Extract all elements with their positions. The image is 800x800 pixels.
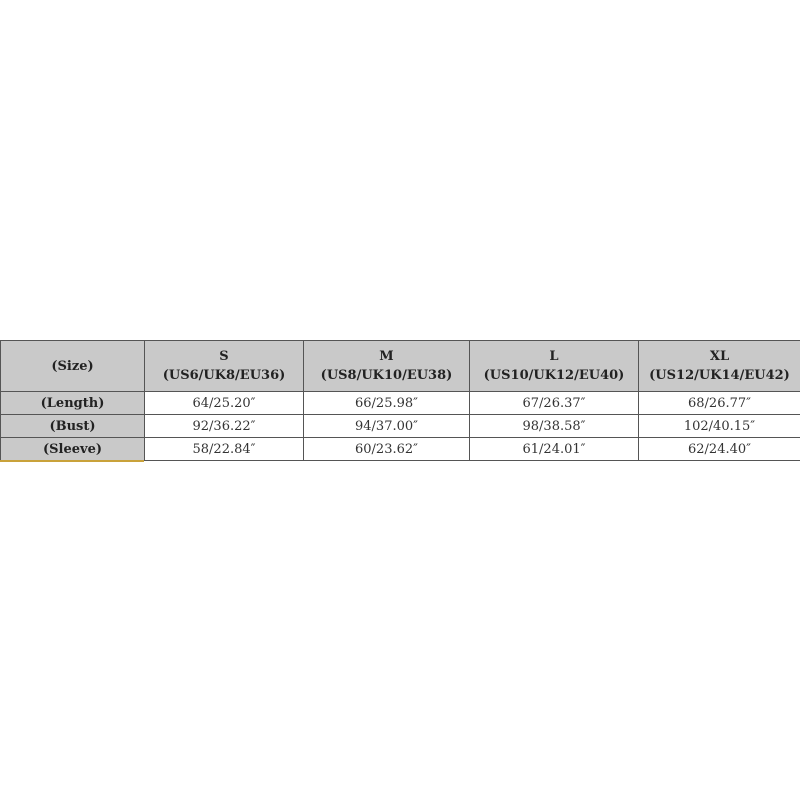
table-cell: 92/36.22″ (144, 414, 304, 438)
table-cell: 102/40.15″ (638, 414, 800, 438)
table-row-bust: (Bust) 92/36.22″ 94/37.00″ 98/38.58″ 102… (0, 414, 800, 438)
size-label: S (219, 349, 229, 364)
table-cell: 67/26.37″ (469, 391, 639, 415)
header-row: (Size) S (US6/UK8/EU36) M (US8/UK10/EU38) … (0, 340, 800, 392)
row-label: (Sleeve) (0, 437, 145, 461)
size-label: L (549, 349, 559, 364)
table-cell: 94/37.00″ (303, 414, 470, 438)
row-label: (Bust) (0, 414, 145, 438)
size-label: M (379, 349, 394, 364)
table-row-sleeve: (Sleeve) 58/22.84″ 60/23.62″ 61/24.01″ 6… (0, 437, 800, 461)
accent-underline (0, 460, 144, 462)
table-cell: 98/38.58″ (469, 414, 639, 438)
size-header-s: S (US6/UK8/EU36) (144, 340, 304, 392)
table-cell: 62/24.40″ (638, 437, 800, 461)
table-cell: 64/25.20″ (144, 391, 304, 415)
size-region: (US12/UK14/EU42) (649, 368, 790, 383)
size-chart-table: (Size) S (US6/UK8/EU36) M (US8/UK10/EU38) … (0, 340, 800, 461)
row-label: (Length) (0, 391, 145, 415)
size-region: (US8/UK10/EU38) (320, 368, 453, 383)
table-cell: 68/26.77″ (638, 391, 800, 415)
size-region: (US10/UK12/EU40) (483, 368, 625, 383)
corner-header: (Size) (0, 340, 145, 392)
size-header-m: M (US8/UK10/EU38) (303, 340, 470, 392)
table-row-length: (Length) 64/25.20″ 66/25.98″ 67/26.37″ 6… (0, 391, 800, 415)
size-header-l: L (US10/UK12/EU40) (469, 340, 639, 392)
table-cell: 58/22.84″ (144, 437, 304, 461)
size-header-xl: XL (US12/UK14/EU42) (638, 340, 800, 392)
table-cell: 66/25.98″ (303, 391, 470, 415)
size-label: XL (709, 349, 730, 364)
size-region: (US6/UK8/EU36) (162, 368, 286, 383)
table-cell: 60/23.62″ (303, 437, 470, 461)
table-cell: 61/24.01″ (469, 437, 639, 461)
